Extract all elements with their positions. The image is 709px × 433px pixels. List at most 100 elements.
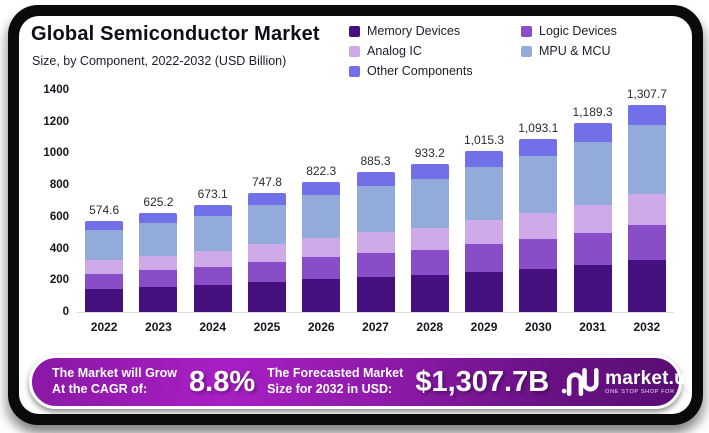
bar-total-label: 933.2 xyxy=(414,146,445,161)
marketus-logo: market.us ONE STOP SHOP FOR THE REPORTS xyxy=(561,368,692,396)
bar-segment xyxy=(627,104,666,126)
x-axis-label: 2023 xyxy=(145,320,172,334)
bar-total-label: 1,189.3 xyxy=(572,105,613,120)
bar-segment xyxy=(356,276,395,312)
bar-total-label: 673.1 xyxy=(197,187,228,202)
stacked-bar-2024 xyxy=(193,205,232,312)
x-axis-label: 2022 xyxy=(90,320,118,334)
x-axis-label: 2028 xyxy=(416,320,444,334)
bar-segment xyxy=(139,255,178,271)
legend-label: Other Components xyxy=(367,64,473,78)
stacked-bar-chart: 0 200 400 600 800 1000 1200 1400 574.6 2022 625.2… xyxy=(31,84,678,336)
bar-segment xyxy=(465,220,504,245)
legend-label: Logic Devices xyxy=(539,24,617,38)
bar-segment xyxy=(356,171,395,186)
y-axis-tick-label: 200 xyxy=(49,274,69,287)
bar-segment xyxy=(410,164,449,179)
bar-segment xyxy=(247,193,286,206)
page-title: Global Semiconductor Market xyxy=(31,23,320,45)
cagr-value: 8.8% xyxy=(189,365,256,398)
marketus-logo-icon xyxy=(561,368,599,396)
bar-segment xyxy=(193,285,232,312)
legend-swatch-icon xyxy=(349,45,360,57)
bar-segment xyxy=(85,220,124,231)
legend-item: Analog IC xyxy=(349,44,521,58)
legend-item: MPU & MCU xyxy=(521,44,681,58)
plot-area: 574.6 2022 625.2 2023 673.1 2024 747.8 2025 822.… xyxy=(77,86,674,334)
forecast-label: The Forecasted Market Size for 2032 in U… xyxy=(267,366,403,397)
x-axis-label: 2026 xyxy=(307,320,335,334)
bar-segment xyxy=(465,151,504,168)
bar-segment xyxy=(573,123,612,143)
bar-segment xyxy=(85,273,124,290)
bar-segment xyxy=(247,262,286,283)
forecast-label-line2: Size for 2032 in USD: xyxy=(267,382,393,396)
bar-total-label: 822.3 xyxy=(306,163,337,178)
x-axis-label: 2024 xyxy=(199,320,227,334)
bar-segment xyxy=(193,215,232,252)
x-axis-label: 2025 xyxy=(253,320,281,334)
legend-swatch-icon xyxy=(349,25,360,37)
legend-label: Analog IC xyxy=(367,44,422,58)
bar-segment xyxy=(410,227,449,250)
bar-segment xyxy=(193,205,232,216)
bar-segment xyxy=(519,213,558,240)
stacked-bar-2030 xyxy=(519,138,558,312)
bar-segment xyxy=(247,282,286,312)
legend-item: Other Components xyxy=(349,64,521,78)
bar-total-label: 574.6 xyxy=(89,202,120,217)
bar-segment xyxy=(465,167,504,221)
bar-segment xyxy=(465,271,504,312)
bar-segment xyxy=(519,268,558,312)
outer-black-frame: Global Semiconductor Market Size, by Com… xyxy=(8,5,703,425)
bar-segment xyxy=(139,222,178,256)
bar-segment xyxy=(627,260,666,312)
bar-segment xyxy=(410,178,449,228)
bar-segment xyxy=(139,212,178,223)
stacked-bar-2028 xyxy=(410,164,449,312)
stacked-bar-2022 xyxy=(85,220,124,312)
stacked-bar-2031 xyxy=(573,123,612,312)
summary-banner: The Market will Grow At the CAGR of: 8.8… xyxy=(29,355,692,409)
stacked-bar-2026 xyxy=(302,181,341,312)
infographic-card: Global Semiconductor Market Size, by Com… xyxy=(19,16,692,414)
legend-item: Logic Devices xyxy=(521,24,681,38)
cagr-label-line1: The Market will Grow xyxy=(52,366,178,381)
bar-segment xyxy=(356,232,395,254)
bar-segment xyxy=(139,287,178,312)
bar-segment xyxy=(627,193,666,225)
bar-segment xyxy=(410,249,449,276)
stacked-bar-2032 xyxy=(627,104,666,312)
bar-segment xyxy=(193,251,232,268)
bar-total-label: 625.2 xyxy=(143,194,174,209)
y-axis-tick-label: 800 xyxy=(49,179,69,192)
legend-item: Memory Devices xyxy=(349,24,521,38)
bar-total-label: 1,015.3 xyxy=(464,133,505,148)
stacked-bar-2023 xyxy=(139,212,178,312)
bar-segment xyxy=(247,244,286,263)
bar-total-label: 1,307.7 xyxy=(626,86,667,101)
forecast-label-line1: The Forecasted Market xyxy=(267,366,404,381)
bar-segment xyxy=(356,253,395,277)
legend-label: Memory Devices xyxy=(367,24,461,38)
bar-segment xyxy=(573,204,612,233)
legend-swatch-icon xyxy=(521,25,532,37)
brand-tagline: ONE STOP SHOP FOR THE REPORTS xyxy=(605,388,692,395)
bar-segment xyxy=(193,267,232,286)
y-axis-tick-label: 1200 xyxy=(43,115,69,128)
bar-segment xyxy=(627,125,666,194)
y-axis: 0 200 400 600 800 1000 1200 1400 xyxy=(31,84,73,318)
bar-segment xyxy=(573,264,612,312)
y-axis-tick-label: 600 xyxy=(49,210,69,223)
legend-swatch-icon xyxy=(521,45,532,57)
bar-segment xyxy=(627,224,666,261)
bar-segment xyxy=(573,142,612,205)
forecast-value: $1,307.7B xyxy=(415,365,550,398)
bar-segment xyxy=(356,185,395,233)
bar-segment xyxy=(85,289,124,312)
bar-segment xyxy=(85,260,124,274)
bar-segment xyxy=(519,156,558,214)
x-axis-label: 2032 xyxy=(633,320,661,334)
bar-segment xyxy=(302,279,341,312)
legend-label: MPU & MCU xyxy=(539,44,611,58)
